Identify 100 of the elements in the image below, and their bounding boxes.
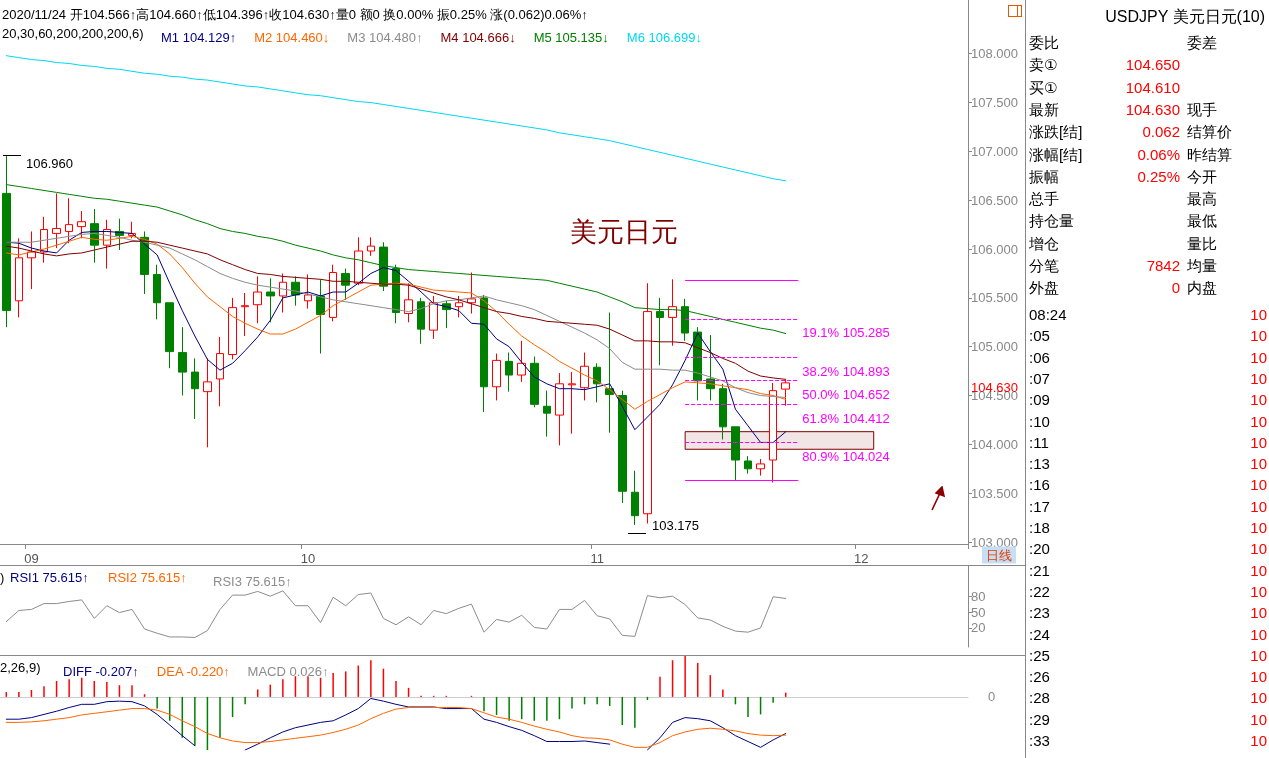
ref-line-label: 61.8% 104.412 (802, 410, 890, 426)
text: :07 (1029, 369, 1050, 388)
y-tick-label: 107.500 (971, 95, 1018, 111)
y-tick-label: 103.500 (971, 485, 1018, 501)
text: :17 (1029, 497, 1050, 516)
text: 10 (1250, 646, 1267, 665)
text: :18 (1029, 519, 1050, 537)
text: 委比 (1029, 34, 1059, 52)
y-tick-label: 106.500 (971, 192, 1018, 208)
text: 7842 (1146, 257, 1180, 275)
ref-line-label: 38.2% 104.893 (802, 363, 890, 379)
text: :26 (1029, 668, 1050, 687)
text: 10 (1250, 689, 1267, 708)
text: DEA -0.220↑ (156, 664, 230, 679)
text: M5 105.135↓ (533, 30, 609, 45)
text: 10 (1250, 476, 1267, 495)
text: 10 (1250, 369, 1267, 388)
x-tick-label: 09 (24, 551, 39, 566)
y-tick-label: 103.000 (971, 534, 1018, 550)
text: :33 (1029, 732, 1050, 750)
text: M1 104.129↑ (161, 30, 237, 45)
text: 外盘 (1029, 279, 1059, 298)
text: :16 (1029, 476, 1050, 495)
text: 分笔 (1029, 257, 1059, 275)
y-tick-label: 80 (971, 588, 986, 604)
text: :10 (1029, 412, 1050, 431)
text: 最高 (1187, 190, 1217, 209)
text: :20 (1029, 540, 1050, 559)
text: 量比 (1187, 234, 1217, 253)
y-tick-label: 107.000 (971, 143, 1018, 159)
text: :23 (1029, 604, 1050, 623)
text: 0.062 (1142, 123, 1180, 142)
text: M6 106.699↓ (626, 30, 702, 45)
text: 10 (1250, 433, 1267, 452)
text: 振幅 (1029, 167, 1059, 186)
text: 最低 (1187, 212, 1217, 231)
x-tick-label: 12 (853, 551, 869, 566)
text: 0 (1171, 279, 1180, 298)
text: 0.06% (1137, 145, 1180, 164)
text: :21 (1029, 561, 1050, 580)
text: 今开 (1187, 167, 1217, 186)
text: 10 (1250, 391, 1267, 410)
ref-line-label: 19.1% 105.285 (802, 325, 890, 341)
text: 总手 (1029, 190, 1059, 209)
annotation: RSI1 75.615↑ (10, 569, 89, 585)
text: USDJPY 美元日元(10) (1105, 8, 1265, 26)
text: 0.25% (1137, 167, 1180, 186)
text: 结算价 (1187, 123, 1232, 142)
y-tick-label: 104.000 (971, 436, 1018, 452)
text: :29 (1029, 710, 1050, 729)
annotation: RSI2 75.615↑ (108, 569, 187, 585)
text: 均量 (1187, 257, 1217, 275)
text: 日线 (986, 547, 1012, 563)
text: 0 (988, 689, 996, 705)
series-label: RSI3 75.615↑ (213, 574, 292, 589)
text: 104.630 (1125, 100, 1180, 119)
text: 买① (1029, 78, 1058, 97)
text: 10 (1250, 306, 1267, 324)
text: 104.650 (1125, 56, 1180, 75)
series-label: DIFF -0.207↑ (63, 664, 139, 679)
y-tick-label: 108.000 (971, 46, 1018, 62)
text: :05 (1029, 327, 1050, 346)
text: 10 (1250, 497, 1267, 516)
ref-line-label: 80.9% 104.024 (802, 448, 890, 464)
text: 10 (1250, 455, 1267, 474)
text: 涨跌[结] (1029, 123, 1083, 142)
text: 10 (1250, 710, 1267, 729)
text: :06 (1029, 348, 1050, 367)
text: 美元日元 (570, 217, 678, 247)
text: 10 (1250, 732, 1267, 750)
text: 卖① (1029, 56, 1058, 75)
text: 10 (1250, 348, 1267, 367)
annotation: 103.175 (652, 517, 699, 533)
text: :13 (1029, 455, 1050, 474)
annotation: 2,26,9) (0, 659, 41, 675)
text: 委差 (1187, 34, 1217, 52)
text: 10 (1250, 668, 1267, 687)
text: 涨幅[结] (1029, 145, 1083, 164)
annotation: ) (0, 569, 5, 585)
y-tick-label: 105.000 (971, 339, 1018, 355)
y-tick-label: 50 (971, 604, 986, 620)
text: 内盘 (1187, 279, 1217, 298)
text: 10 (1250, 604, 1267, 623)
text: 08:24 (1029, 306, 1067, 324)
y-tick-label: 106.000 (971, 241, 1018, 257)
text: M2 104.460↓ (254, 30, 330, 45)
text: 10 (1250, 519, 1267, 537)
text: 10 (1250, 582, 1267, 601)
text: :22 (1029, 582, 1050, 601)
annotation: 106.960 (26, 155, 73, 171)
text: M3 104.480↑ (347, 30, 423, 45)
series-label: MACD 0.026↑ (247, 664, 329, 679)
text: 10 (1250, 327, 1267, 346)
y-tick-label: 105.500 (971, 290, 1018, 306)
text: :25 (1029, 646, 1050, 665)
text: :28 (1029, 689, 1050, 708)
x-tick-label: 11 (590, 551, 604, 566)
x-tick-label: 10 (300, 551, 316, 566)
text: :09 (1029, 391, 1050, 410)
text: 增仓 (1029, 234, 1059, 253)
